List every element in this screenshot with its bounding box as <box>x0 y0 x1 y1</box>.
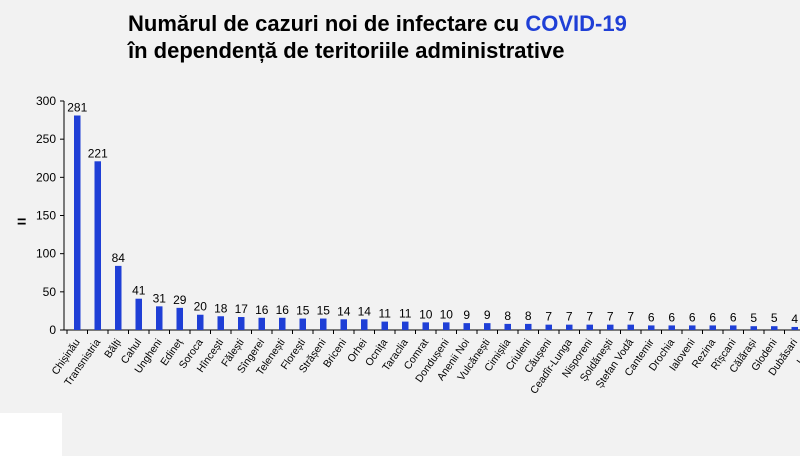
corner-panel <box>0 413 62 456</box>
bar <box>586 324 593 330</box>
bar <box>279 317 286 330</box>
bar <box>504 323 511 330</box>
bar <box>381 321 388 330</box>
data-label: 31 <box>153 291 167 305</box>
bar <box>648 325 655 330</box>
data-label: 11 <box>399 307 412 321</box>
data-label: 14 <box>337 304 351 318</box>
data-label: 281 <box>67 101 87 115</box>
bar <box>217 316 224 330</box>
data-label: 5 <box>750 311 757 325</box>
bar <box>361 319 368 330</box>
bar <box>627 324 634 330</box>
bar <box>607 324 614 330</box>
bar <box>771 326 778 330</box>
data-label: 29 <box>173 293 187 307</box>
chart-title-accent: COVID-19 <box>525 11 627 36</box>
y-tick-label: 50 <box>43 285 57 299</box>
data-label: 8 <box>525 309 532 323</box>
bar <box>689 325 696 330</box>
data-label: 84 <box>112 251 126 265</box>
bar <box>156 306 163 330</box>
y-axis-mark: = <box>17 214 27 231</box>
bar <box>443 322 450 330</box>
data-label: 10 <box>440 307 454 321</box>
bar <box>791 326 798 330</box>
data-label: 7 <box>627 310 634 324</box>
bar <box>750 326 757 330</box>
data-label: 14 <box>358 304 372 318</box>
chart-title-prefix: Numărul de cazuri noi de infectare cu <box>128 11 526 36</box>
data-label: 18 <box>214 301 228 315</box>
bar <box>115 265 122 330</box>
data-label: 6 <box>709 310 716 324</box>
data-label: 10 <box>419 307 433 321</box>
bar <box>422 322 429 330</box>
data-label: 9 <box>484 308 491 322</box>
chart-title-line-1: Numărul de cazuri noi de infectare cu CO… <box>128 10 627 37</box>
data-label: 4 <box>791 312 798 326</box>
data-label: 221 <box>88 146 108 160</box>
chart-title: Numărul de cazuri noi de infectare cu CO… <box>128 10 627 64</box>
bar <box>74 115 81 331</box>
y-tick-label: 200 <box>36 170 56 184</box>
bar <box>340 319 347 330</box>
data-label: 7 <box>566 310 573 324</box>
data-label: 7 <box>545 310 552 324</box>
bar <box>545 324 552 330</box>
bar <box>94 161 101 330</box>
y-tick-label: 100 <box>36 247 56 261</box>
data-label: 20 <box>194 300 208 314</box>
data-label: 41 <box>132 284 146 298</box>
data-label: 6 <box>648 310 655 324</box>
data-label: 11 <box>379 307 392 321</box>
bar <box>484 323 491 330</box>
bar <box>566 324 573 330</box>
bar <box>176 307 183 330</box>
bar <box>299 318 306 330</box>
bar <box>135 298 142 330</box>
y-tick-label: 150 <box>36 209 56 223</box>
bar <box>402 321 409 330</box>
data-label: 16 <box>276 303 290 317</box>
bar <box>238 317 245 330</box>
data-label: 7 <box>607 310 614 324</box>
bar <box>668 325 675 330</box>
data-label: 8 <box>504 309 511 323</box>
data-label: 15 <box>296 304 310 318</box>
y-tick-label: 250 <box>36 132 56 146</box>
y-tick-label: 300 <box>36 94 56 108</box>
chart-title-line-2: în dependență de teritoriile administrat… <box>128 38 565 63</box>
bar <box>463 323 470 330</box>
data-label: 6 <box>668 310 675 324</box>
data-label: 17 <box>235 302 249 316</box>
bar <box>730 325 737 330</box>
bar <box>709 325 716 330</box>
data-label: 6 <box>689 310 696 324</box>
data-label: 9 <box>463 308 470 322</box>
data-label: 7 <box>586 310 593 324</box>
data-label: 6 <box>730 310 737 324</box>
bar <box>258 317 265 330</box>
data-label: 5 <box>771 311 778 325</box>
y-tick-label: 0 <box>49 323 56 337</box>
bar <box>197 314 204 330</box>
data-label: 16 <box>255 303 269 317</box>
data-label: 15 <box>317 304 331 318</box>
bar <box>320 318 327 330</box>
bar <box>525 323 532 330</box>
